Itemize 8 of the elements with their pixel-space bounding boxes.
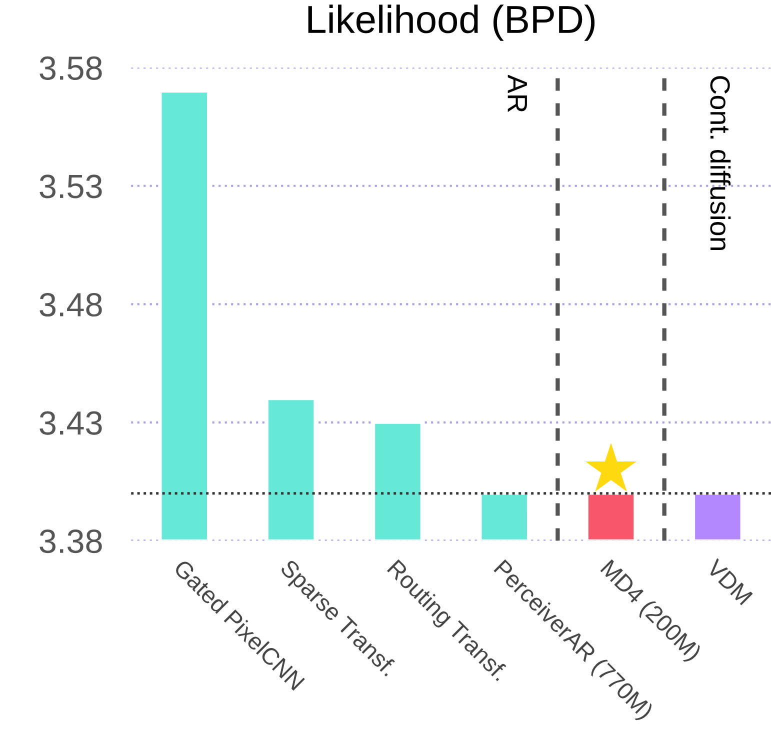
- annotation: AR: [508, 74, 527, 112]
- y-tick-label: 3.38: [40, 530, 102, 554]
- annotation: Cont. diffusion: [710, 76, 731, 250]
- y-tick-label: 3.58: [40, 56, 102, 80]
- y-tick-label: 3.53: [40, 174, 102, 198]
- y-tick-label: 3.48: [40, 292, 102, 317]
- y-tick-label: 3.43: [40, 411, 102, 435]
- chart-title: Likelihood (BPD): [308, 4, 595, 41]
